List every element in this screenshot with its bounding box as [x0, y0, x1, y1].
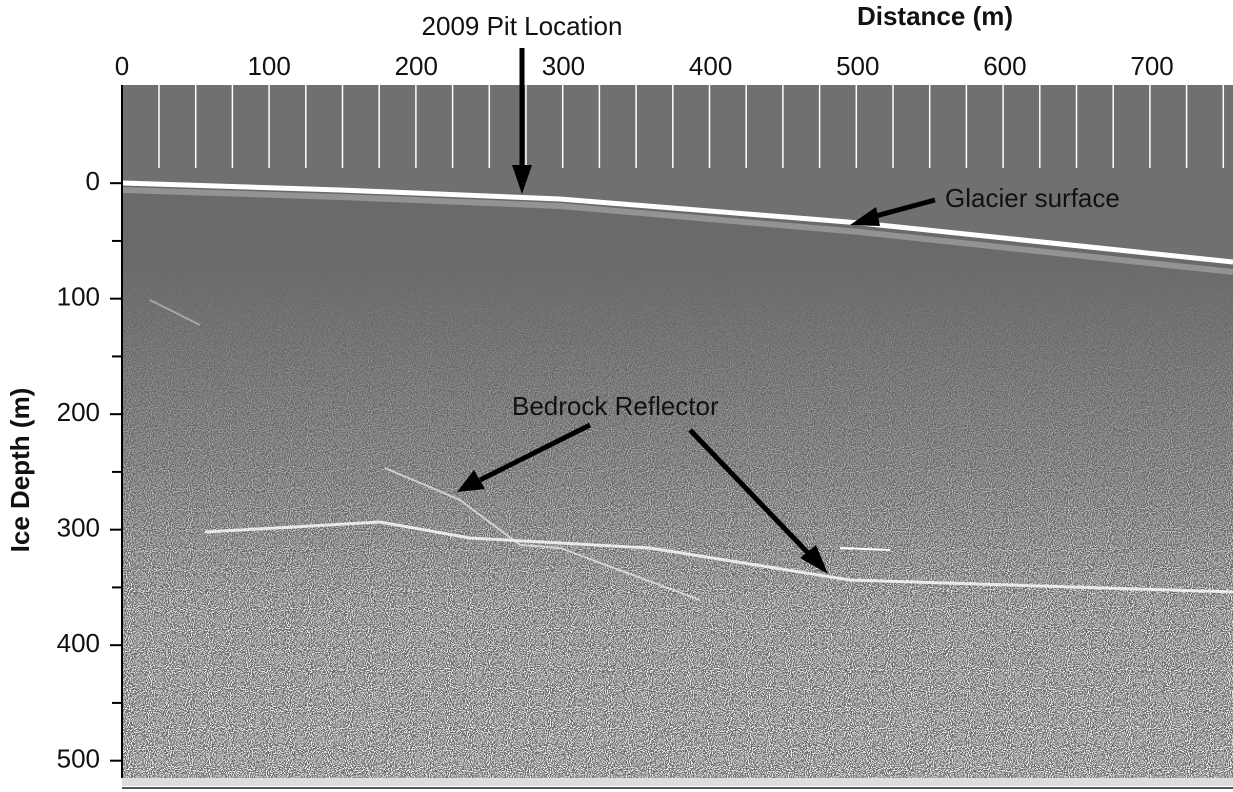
y-tick-label: 500 [57, 744, 100, 774]
annotation: Bedrock Reflector [512, 391, 719, 421]
x-tick-label: 300 [542, 51, 585, 81]
y-axis-label: Ice Depth (m) [5, 388, 35, 553]
y-tick-label: 200 [57, 397, 100, 427]
y-tick-label: 300 [57, 513, 100, 543]
x-tick-label: 0 [115, 51, 129, 81]
x-axis-label: Distance (m) [857, 1, 1013, 31]
bottom-strip [122, 778, 1233, 786]
x-tick-label: 400 [689, 51, 732, 81]
x-tick-label: 600 [983, 51, 1026, 81]
annotation: Glacier surface [945, 183, 1120, 213]
annotation: 2009 Pit Location [422, 11, 623, 41]
x-tick-label: 100 [247, 51, 290, 81]
x-tick-label: 500 [836, 51, 879, 81]
x-tick-label: 700 [1130, 51, 1173, 81]
y-tick-label: 100 [57, 282, 100, 312]
y-tick-label: 0 [86, 166, 100, 196]
chart: Distance (m) Ice Depth (m) 2009 Pit Loca… [0, 0, 1233, 792]
x-tick-label: 200 [395, 51, 438, 81]
y-tick-label: 400 [57, 628, 100, 658]
